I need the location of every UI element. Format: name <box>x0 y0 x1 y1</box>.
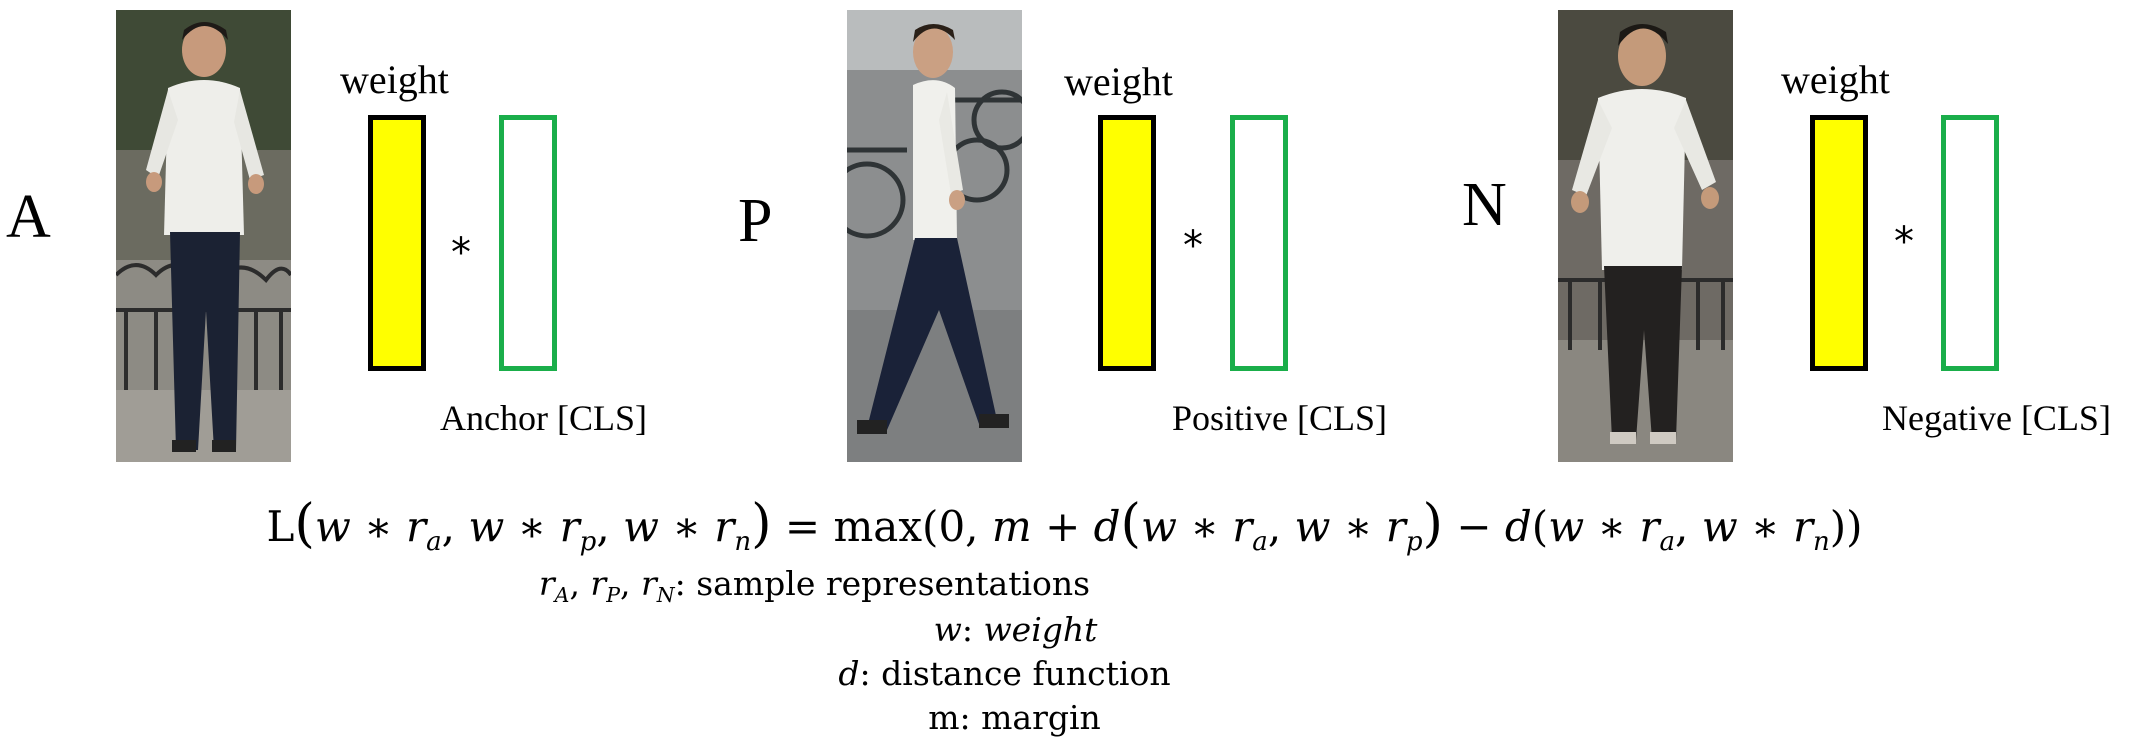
panel-a-weight-bar <box>368 115 426 371</box>
panel-p-letter: P <box>738 187 773 255</box>
panel-a-letter: A <box>6 183 51 251</box>
panel-n-letter: N <box>1462 171 1507 239</box>
legend-weight: w: weight <box>933 610 1098 649</box>
panel-p-cls-bar <box>1230 115 1288 371</box>
panel-p-cls-label: Positive [CLS] <box>1172 398 1388 438</box>
panel-a-multiply-sign: * <box>451 230 471 276</box>
anchor-photo <box>116 10 291 462</box>
panel-p-multiply-sign: * <box>1183 223 1203 269</box>
triplet-loss-formula: L(w ∗ ra, w ∗ rp, w ∗ rn) = max(0, m + d… <box>266 493 1863 558</box>
panel-p-weight-label: weight <box>1064 59 1173 104</box>
panel-p-weight-bar <box>1098 115 1156 371</box>
legend-margin: m: margin <box>928 698 1101 737</box>
positive-photo <box>847 10 1022 462</box>
panel-a-cls-label: Anchor [CLS] <box>440 398 647 438</box>
legend-distance-function: d: distance function <box>838 654 1171 693</box>
legend-sample-representations: rA, rP, rN: sample representations <box>538 564 1091 608</box>
panel-n-multiply-sign: * <box>1894 219 1914 265</box>
panel-n-weight-label: weight <box>1781 57 1890 102</box>
panel-a-weight-label: weight <box>340 57 449 102</box>
negative-photo <box>1558 10 1733 462</box>
panel-a-cls-bar <box>499 115 557 371</box>
panel-n-cls-label: Negative [CLS] <box>1882 398 2111 438</box>
panel-n-weight-bar <box>1810 115 1868 371</box>
panel-n-cls-bar <box>1941 115 1999 371</box>
